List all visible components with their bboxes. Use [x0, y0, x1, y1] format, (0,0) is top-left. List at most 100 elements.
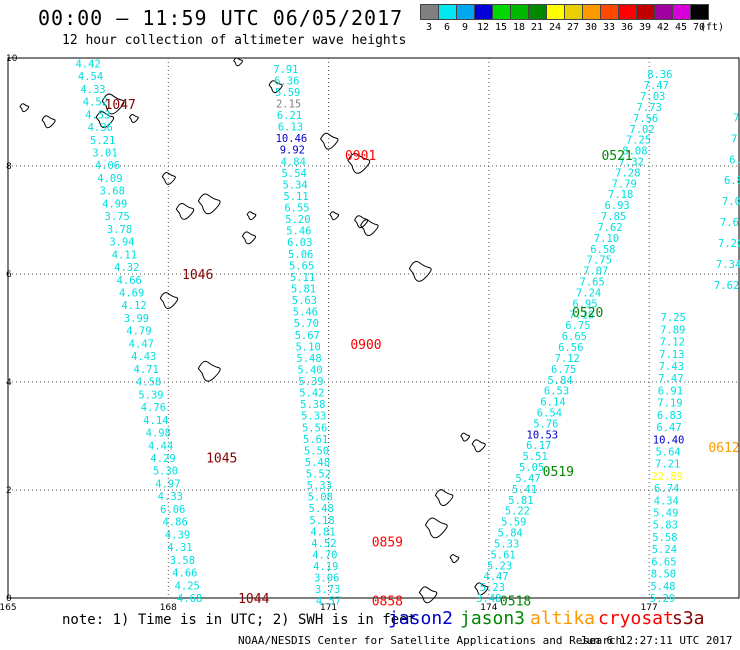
footer-note: note: 1) Time is in UTC; 2) SWH is in fe… — [62, 612, 417, 628]
island-outline — [347, 152, 371, 174]
island-outline — [471, 439, 486, 453]
island-outline — [360, 219, 379, 237]
swh-value: 5.83 — [653, 520, 678, 532]
swh-value: 7.12 — [555, 353, 580, 365]
swh-value: 5.33 — [301, 411, 326, 423]
legend-swatch — [690, 4, 709, 20]
swh-value: 5.52 — [306, 469, 331, 481]
swh-value: 5.22 — [505, 506, 530, 518]
swh-value: 5.29 — [650, 593, 675, 605]
swh-value: 4.66 — [172, 568, 197, 580]
legend-label: 30 — [584, 22, 598, 33]
swh-value: 3.75 — [105, 211, 130, 223]
legend-label: 9 — [461, 22, 469, 33]
swh-value: 5.23 — [480, 582, 505, 594]
swh-value: 6.17 — [526, 440, 551, 452]
swh-value: 5.58 — [652, 532, 677, 544]
swh-value: 5.67 — [295, 330, 320, 342]
swh-value: 3.94 — [109, 237, 134, 249]
legend-label: 42 — [656, 22, 670, 33]
swh-value: 4.39 — [165, 529, 190, 541]
swh-value: 7.07 — [583, 266, 608, 278]
swh-value: 5.05 — [519, 462, 544, 474]
pass-label: 0521 — [601, 149, 632, 164]
island-outline — [197, 193, 221, 215]
legend-label: 45 — [674, 22, 688, 33]
x-tick-label: 168 — [160, 603, 177, 613]
color-legend — [420, 4, 709, 20]
island-outline — [319, 132, 339, 150]
island-outline — [449, 554, 460, 564]
swh-value: 7.25 — [626, 135, 651, 147]
y-tick-label: 6 — [6, 270, 12, 280]
island-outline — [197, 360, 221, 382]
swh-value: 5.33 — [494, 538, 519, 550]
swh-value: 4.99 — [102, 198, 127, 210]
swh-value: 4.66 — [117, 275, 142, 287]
swh-value: 5.63 — [292, 295, 317, 307]
satellite-label-cryosat: cryosat — [598, 608, 674, 629]
pass-label: 0519 — [543, 465, 574, 480]
swh-value: 7.12 — [660, 337, 685, 349]
legend-label: 24 — [548, 22, 562, 33]
swh-value: 4.33 — [158, 491, 183, 503]
swh-value: 4.06 — [95, 160, 120, 172]
swh-value: 7.47 — [644, 80, 669, 92]
swh-value: 5.33 — [307, 480, 332, 492]
swh-value: 4.69 — [119, 288, 144, 300]
swh-value: 6.14 — [540, 397, 565, 409]
swh-value: 5.24 — [652, 544, 677, 556]
swh-value: 3.01 — [92, 148, 117, 160]
swh-value: 3.73 — [315, 584, 340, 596]
swh-value: 6.06 — [160, 504, 185, 516]
swh-value: 8.08 — [622, 146, 647, 158]
swh-value: 5.30 — [153, 466, 178, 478]
swh-value: 7.19 — [657, 398, 682, 410]
swh-value: 6.54 — [537, 407, 562, 419]
pass-label: 0901 — [345, 149, 376, 164]
swh-value: 4.47 — [129, 338, 154, 350]
swh-value: 6.53 — [544, 386, 569, 398]
swh-value: 5.81 — [508, 495, 533, 507]
swh-value: 5.11 — [283, 191, 308, 203]
island-outline — [19, 103, 30, 113]
satellite-label-jason3: jason3 — [460, 608, 526, 629]
swh-value: 3.68 — [100, 186, 125, 198]
swh-value: 7.5 — [731, 133, 740, 145]
swh-value: 7.65 — [580, 277, 605, 289]
swh-value: 5.48 — [296, 353, 321, 365]
x-tick-label: 177 — [641, 603, 658, 613]
swh-value: 9.92 — [280, 145, 305, 157]
swh-value: 5.21 — [90, 135, 115, 147]
x-tick-label: 171 — [320, 603, 337, 613]
swh-value: 7.56 — [633, 113, 658, 125]
satellite-label-jason2: jason2 — [388, 608, 454, 629]
swh-value: 5.48 — [309, 503, 334, 515]
swh-value: 4.11 — [112, 249, 137, 261]
swh-value: 5.42 — [299, 388, 324, 400]
swh-value: 7.85 — [601, 211, 626, 223]
swh-value: 7.20 — [718, 238, 740, 250]
x-tick-label: 165 — [0, 603, 17, 613]
island-outline — [424, 517, 448, 539]
swh-value: 5.18 — [309, 515, 334, 527]
swh-value: 6.47 — [656, 422, 681, 434]
pass-label: 0900 — [350, 338, 381, 353]
swh-value: 6.91 — [658, 385, 683, 397]
swh-value: 10.40 — [653, 434, 685, 446]
island-outline — [246, 211, 257, 221]
swh-value: 4.34 — [654, 495, 679, 507]
island-outline — [418, 586, 438, 604]
swh-value: 6.65 — [651, 556, 676, 568]
swh-value: 7.24 — [576, 287, 601, 299]
swh-value: 8.50 — [651, 569, 676, 581]
swh-value: 4.86 — [163, 517, 188, 529]
legend-label: 36 — [620, 22, 634, 33]
legend-label: 12 — [476, 22, 490, 33]
swh-value: 4.70 — [312, 549, 337, 561]
swh-value: 4.29 — [150, 453, 175, 465]
legend-unit: (ft) — [700, 22, 725, 33]
swh-value: 7.91 — [273, 64, 298, 76]
swh-value: 5.50 — [304, 445, 329, 457]
swh-value: 4.43 — [131, 351, 156, 363]
